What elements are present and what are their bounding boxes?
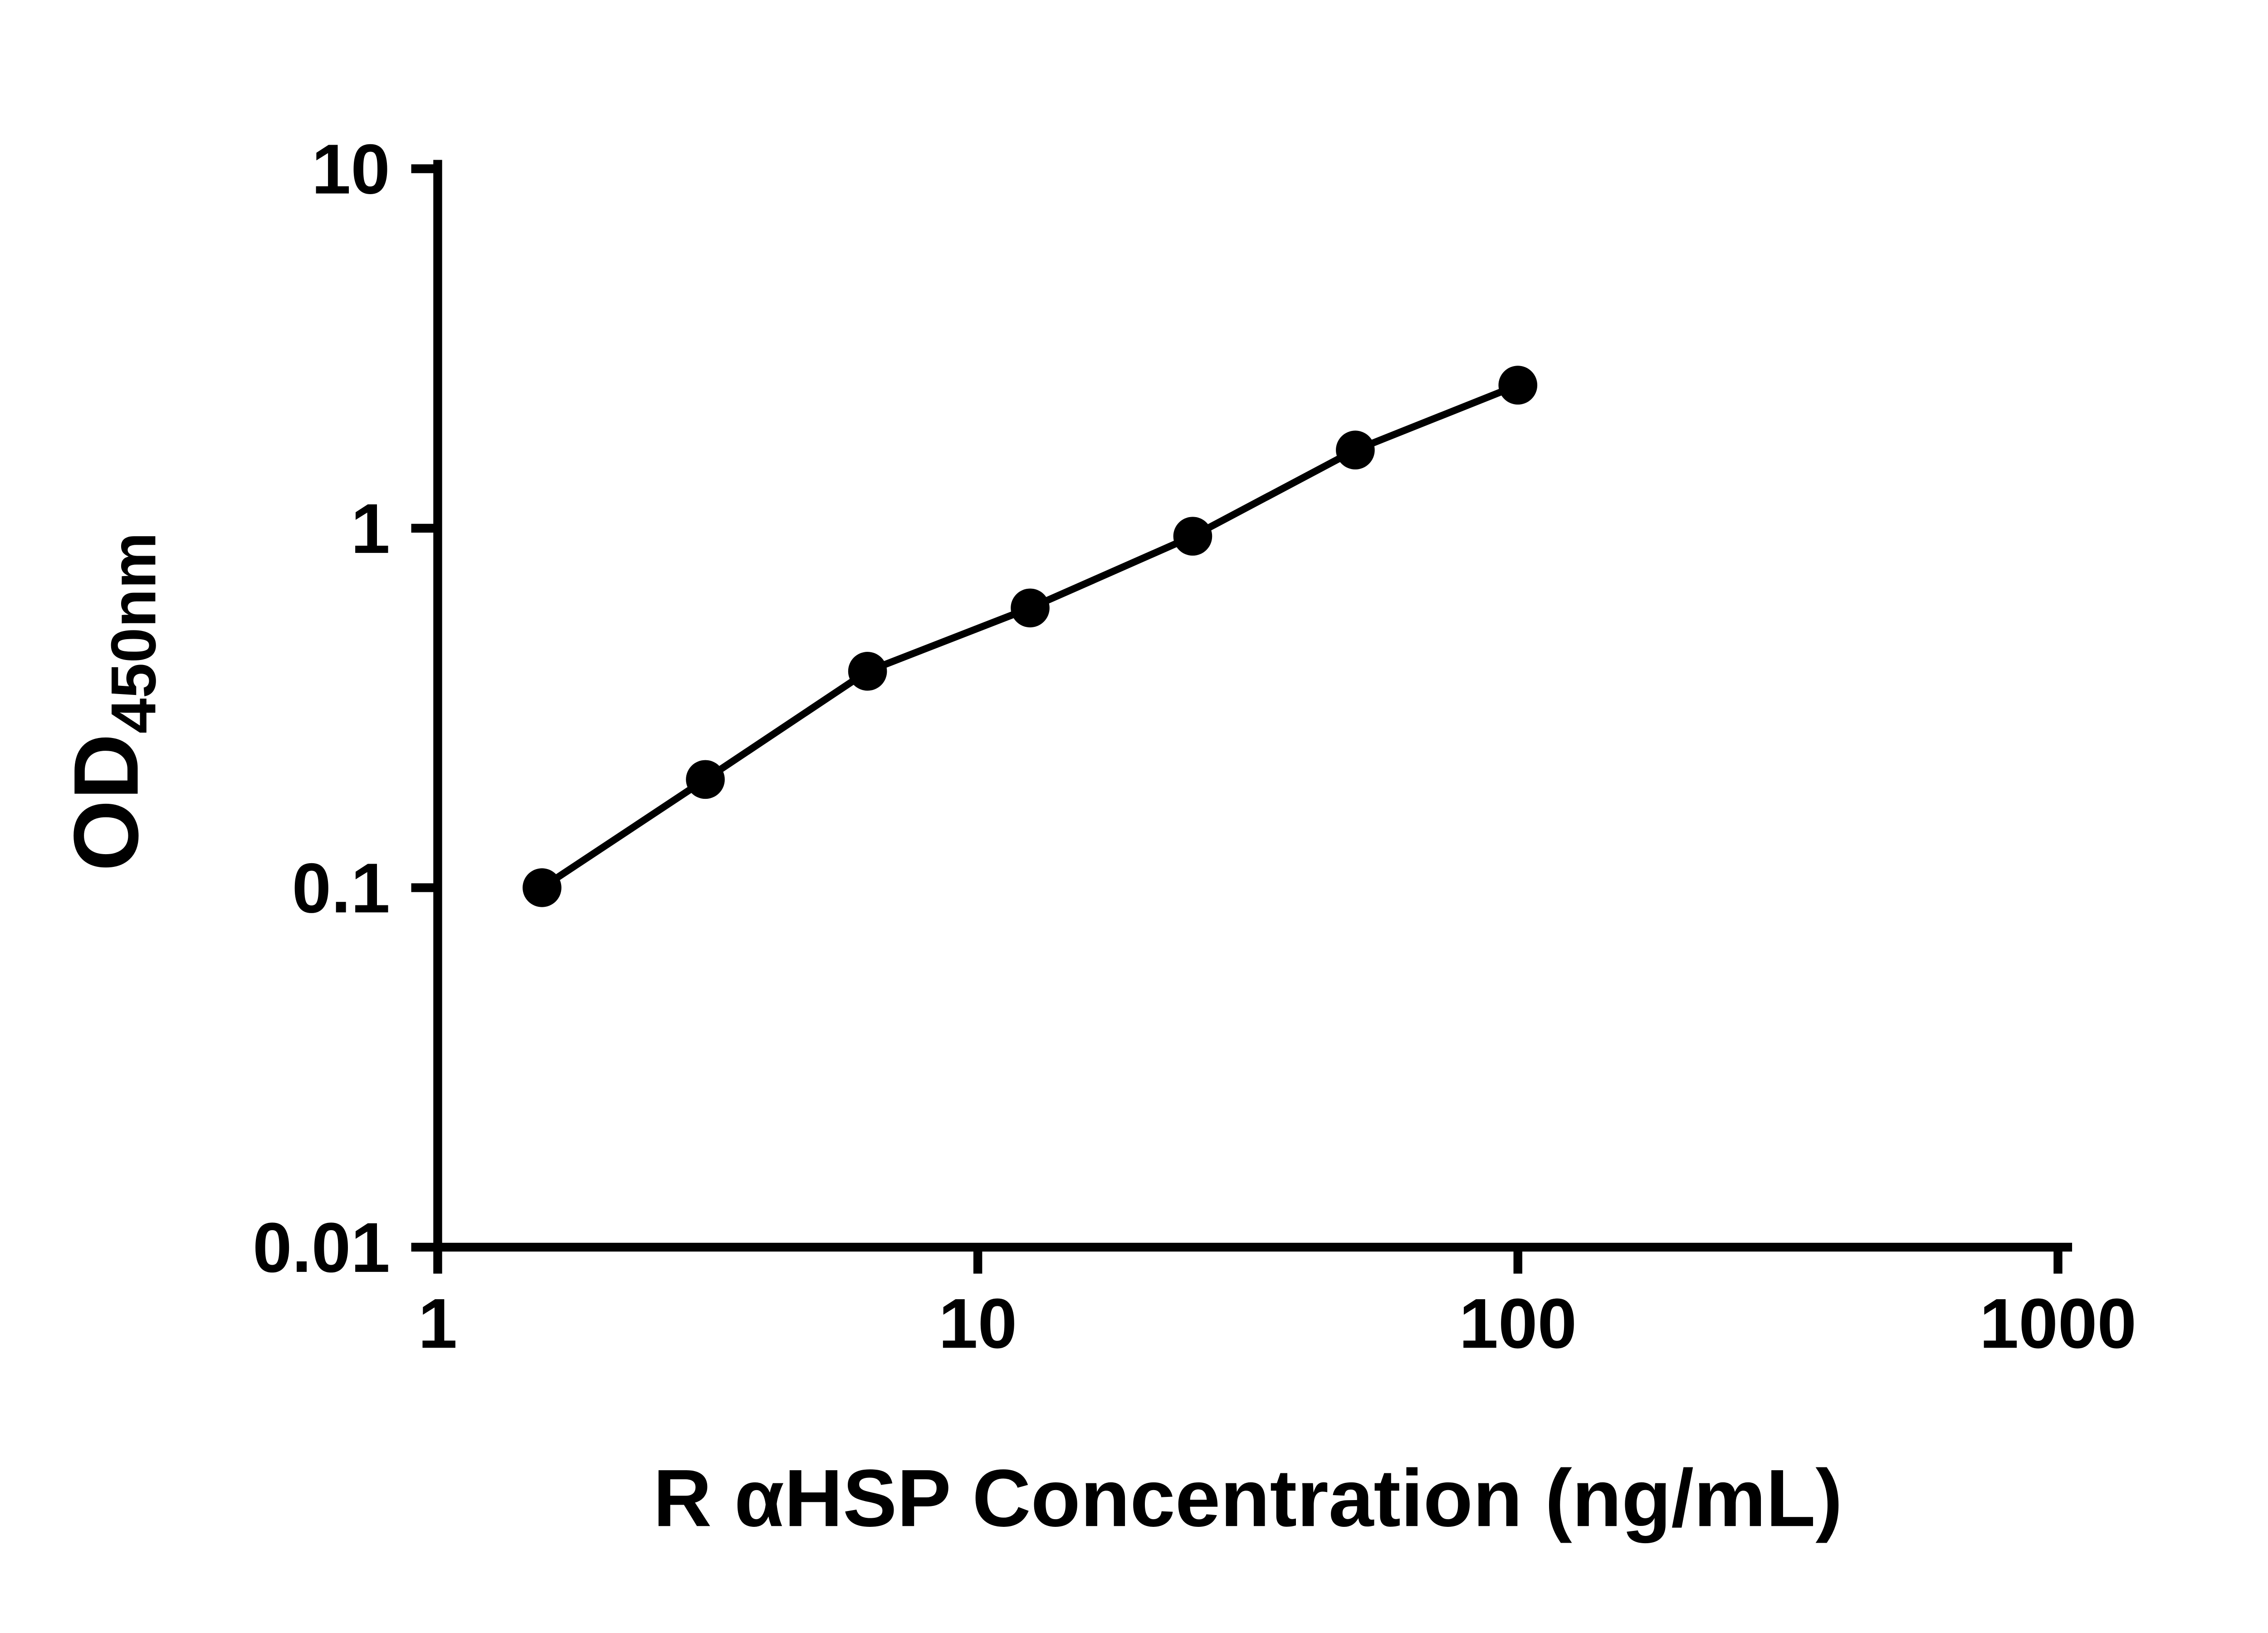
axes bbox=[433, 160, 2072, 1252]
tick-marks bbox=[411, 164, 2063, 1274]
data-point bbox=[1011, 588, 1050, 628]
x-tick-label: 10 bbox=[938, 1284, 1017, 1363]
x-tick-label: 1000 bbox=[1980, 1284, 2136, 1363]
y-tick-label: 0.1 bbox=[292, 848, 390, 927]
y-tick-label: 1 bbox=[351, 489, 390, 568]
x-tick-label: 100 bbox=[1459, 1284, 1577, 1363]
data-point bbox=[1336, 430, 1375, 469]
tick-labels: 1 10 100 1000 0.01 0.1 1 10 bbox=[253, 129, 2136, 1363]
data-point bbox=[1173, 517, 1212, 556]
data-series bbox=[523, 366, 1538, 907]
y-tick-label: 10 bbox=[312, 129, 390, 208]
y-axis-title-subscript: 450nm bbox=[98, 532, 169, 733]
data-point bbox=[523, 868, 562, 907]
x-axis-title: R αHSP Concentration (ng/mL) bbox=[653, 1452, 1843, 1543]
data-point bbox=[686, 760, 725, 799]
y-tick-label: 0.01 bbox=[253, 1208, 390, 1287]
x-tick-label: 1 bbox=[418, 1284, 458, 1363]
data-point bbox=[1498, 366, 1538, 405]
y-axis-title-main: OD bbox=[55, 733, 157, 871]
data-point bbox=[848, 652, 887, 691]
y-axis-title: OD450nm bbox=[55, 532, 169, 871]
